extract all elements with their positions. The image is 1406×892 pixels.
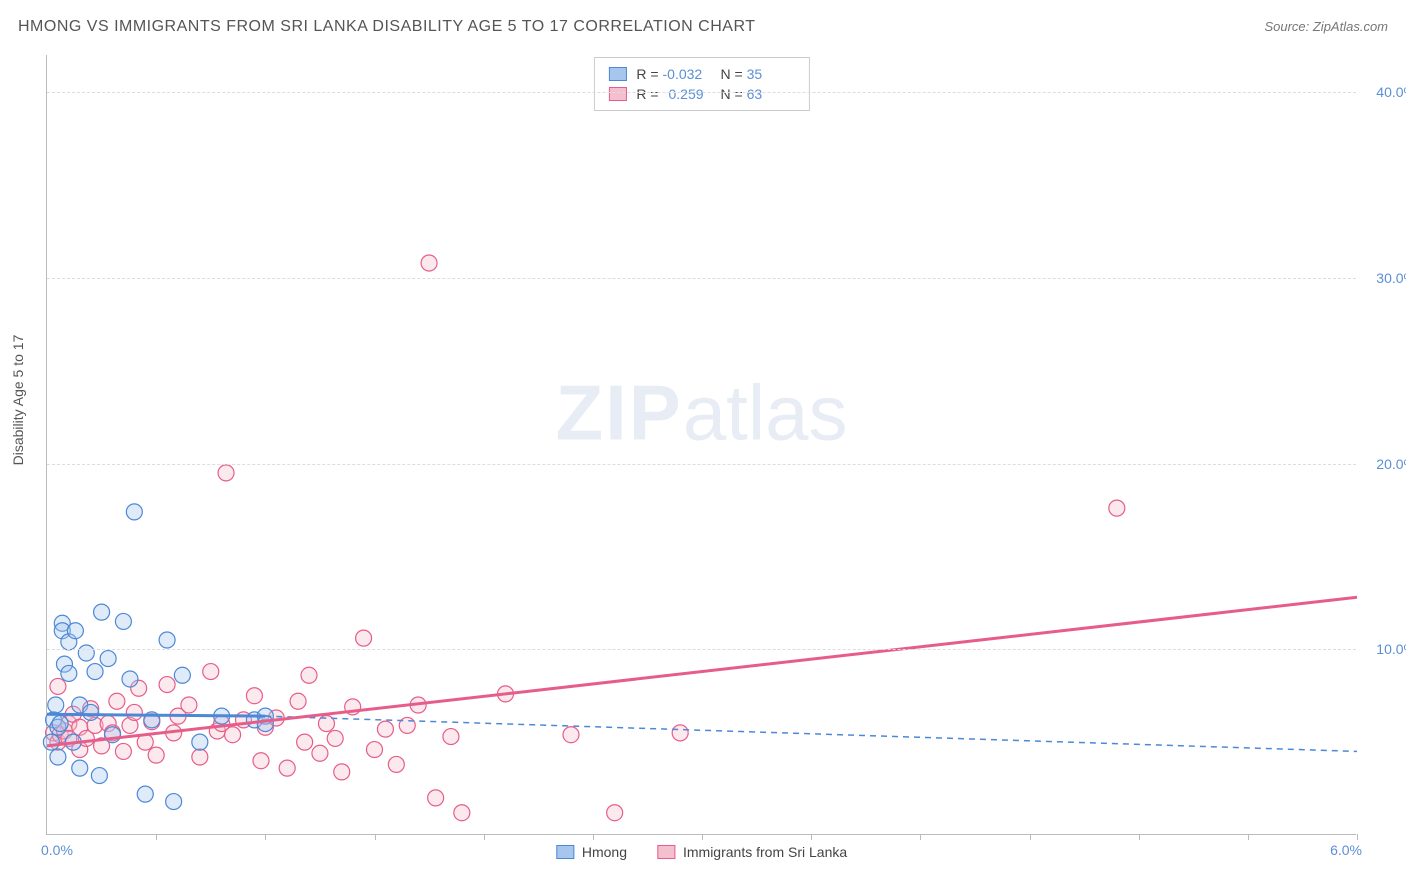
x-origin-label: 0.0%: [41, 842, 73, 858]
series-legend: Hmong Immigrants from Sri Lanka: [556, 844, 847, 860]
legend-label-srilanka: Immigrants from Sri Lanka: [683, 844, 847, 860]
x-tick: [1357, 834, 1358, 840]
x-tick: [1139, 834, 1140, 840]
source-label: Source: ZipAtlas.com: [1264, 19, 1388, 34]
plot-area: ZIPatlas R = -0.032 N = 35 R = 0.259 N =…: [46, 55, 1356, 835]
scatter-svg: [47, 55, 1356, 834]
x-tick: [1030, 834, 1031, 840]
y-tick-label: 30.0%: [1376, 270, 1406, 286]
x-tick: [265, 834, 266, 840]
swatch-hmong: [556, 845, 574, 859]
swatch-srilanka: [657, 845, 675, 859]
y-tick-label: 20.0%: [1376, 456, 1406, 472]
x-end-label: 6.0%: [1330, 842, 1362, 858]
x-tick: [920, 834, 921, 840]
y-tick-label: 10.0%: [1376, 641, 1406, 657]
legend-label-hmong: Hmong: [582, 844, 627, 860]
gridline: [47, 464, 1356, 465]
legend-item-srilanka: Immigrants from Sri Lanka: [657, 844, 847, 860]
y-tick-label: 40.0%: [1376, 84, 1406, 100]
x-tick: [702, 834, 703, 840]
chart-title: HMONG VS IMMIGRANTS FROM SRI LANKA DISAB…: [18, 18, 756, 36]
gridline: [47, 278, 1356, 279]
x-tick: [811, 834, 812, 840]
x-tick: [593, 834, 594, 840]
x-tick: [156, 834, 157, 840]
x-tick: [1248, 834, 1249, 840]
gridline: [47, 649, 1356, 650]
x-tick: [484, 834, 485, 840]
y-axis-label: Disability Age 5 to 17: [10, 335, 26, 466]
legend-item-hmong: Hmong: [556, 844, 627, 860]
gridline: [47, 92, 1356, 93]
x-tick: [375, 834, 376, 840]
